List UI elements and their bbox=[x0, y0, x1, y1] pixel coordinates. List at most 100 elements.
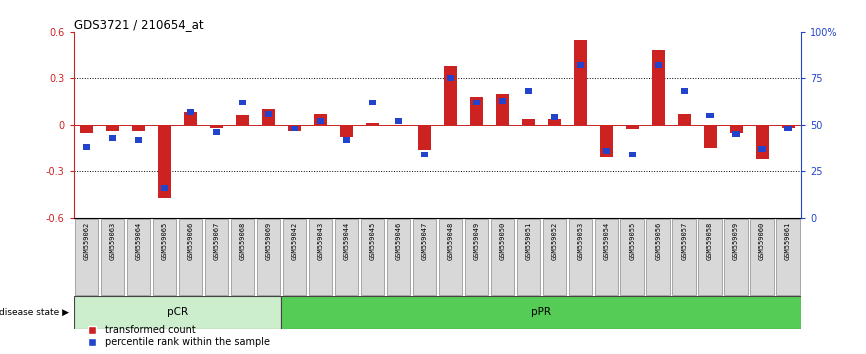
Text: GSM559056: GSM559056 bbox=[656, 222, 661, 260]
FancyBboxPatch shape bbox=[646, 219, 670, 295]
Bar bbox=[729, 125, 743, 132]
Text: GSM559062: GSM559062 bbox=[84, 222, 89, 260]
Bar bbox=[288, 125, 301, 131]
FancyBboxPatch shape bbox=[542, 219, 566, 295]
Bar bbox=[184, 113, 197, 125]
FancyBboxPatch shape bbox=[750, 219, 774, 295]
Text: GSM559063: GSM559063 bbox=[110, 222, 115, 260]
Bar bbox=[677, 114, 691, 125]
Bar bbox=[158, 125, 171, 198]
Bar bbox=[132, 125, 145, 131]
Bar bbox=[625, 125, 639, 130]
FancyBboxPatch shape bbox=[568, 219, 591, 295]
Legend: transformed count, percentile rank within the sample: transformed count, percentile rank withi… bbox=[79, 321, 274, 351]
FancyBboxPatch shape bbox=[516, 219, 540, 295]
Bar bbox=[83, 144, 90, 150]
Text: GSM559045: GSM559045 bbox=[370, 222, 375, 260]
FancyBboxPatch shape bbox=[256, 219, 281, 295]
Bar bbox=[759, 146, 766, 152]
Bar bbox=[74, 296, 281, 329]
FancyBboxPatch shape bbox=[699, 219, 722, 295]
Bar bbox=[187, 109, 194, 115]
Text: GSM559065: GSM559065 bbox=[162, 222, 167, 260]
Bar bbox=[447, 75, 454, 81]
FancyBboxPatch shape bbox=[776, 219, 800, 295]
Bar bbox=[391, 125, 405, 126]
Bar bbox=[418, 125, 431, 150]
Text: GSM559052: GSM559052 bbox=[552, 222, 557, 260]
Bar bbox=[733, 131, 740, 137]
Text: GSM559051: GSM559051 bbox=[526, 222, 531, 260]
Bar bbox=[473, 99, 480, 105]
Bar bbox=[236, 115, 249, 125]
Bar bbox=[395, 118, 402, 124]
Bar bbox=[421, 152, 428, 158]
Text: GSM559066: GSM559066 bbox=[188, 222, 193, 260]
Text: pPR: pPR bbox=[531, 307, 552, 318]
Bar bbox=[785, 126, 792, 131]
FancyBboxPatch shape bbox=[386, 219, 410, 295]
Bar bbox=[681, 88, 688, 94]
FancyBboxPatch shape bbox=[465, 219, 488, 295]
Text: GSM559048: GSM559048 bbox=[448, 222, 453, 260]
Bar bbox=[599, 125, 613, 157]
Bar bbox=[469, 97, 483, 125]
Bar bbox=[313, 114, 327, 125]
Bar bbox=[262, 109, 275, 125]
Text: disease state ▶: disease state ▶ bbox=[0, 308, 69, 317]
Bar bbox=[365, 123, 379, 125]
Bar bbox=[521, 119, 534, 125]
Bar bbox=[291, 126, 298, 131]
Text: GSM559058: GSM559058 bbox=[708, 222, 713, 260]
Text: GSM559044: GSM559044 bbox=[344, 222, 349, 260]
FancyBboxPatch shape bbox=[673, 219, 696, 295]
FancyBboxPatch shape bbox=[152, 219, 177, 295]
Bar bbox=[495, 94, 508, 125]
Bar bbox=[603, 148, 610, 154]
Bar bbox=[703, 125, 717, 148]
FancyBboxPatch shape bbox=[360, 219, 385, 295]
Text: GSM559069: GSM559069 bbox=[266, 222, 271, 260]
Text: GSM559059: GSM559059 bbox=[734, 222, 739, 260]
Text: GSM559055: GSM559055 bbox=[630, 222, 635, 260]
Text: GSM559054: GSM559054 bbox=[604, 222, 609, 260]
Text: GSM559043: GSM559043 bbox=[318, 222, 323, 260]
Text: GSM559053: GSM559053 bbox=[578, 222, 583, 260]
FancyBboxPatch shape bbox=[594, 219, 617, 295]
Text: GSM559064: GSM559064 bbox=[136, 222, 141, 260]
Bar bbox=[239, 99, 246, 105]
Text: GSM559060: GSM559060 bbox=[759, 222, 765, 260]
Bar bbox=[265, 111, 272, 116]
Bar bbox=[707, 113, 714, 119]
Bar bbox=[551, 114, 558, 120]
Bar bbox=[444, 66, 457, 125]
Text: GSM559047: GSM559047 bbox=[422, 222, 427, 260]
Bar bbox=[652, 51, 665, 125]
Bar bbox=[343, 137, 350, 143]
Text: GSM559057: GSM559057 bbox=[682, 222, 687, 260]
FancyBboxPatch shape bbox=[439, 219, 462, 295]
FancyBboxPatch shape bbox=[126, 219, 151, 295]
FancyBboxPatch shape bbox=[309, 219, 333, 295]
Bar bbox=[573, 40, 587, 125]
Bar bbox=[629, 152, 636, 158]
Text: pCR: pCR bbox=[167, 307, 188, 318]
Bar bbox=[317, 118, 324, 124]
Bar bbox=[109, 135, 116, 141]
FancyBboxPatch shape bbox=[230, 219, 255, 295]
FancyBboxPatch shape bbox=[204, 219, 229, 295]
Bar bbox=[210, 125, 223, 128]
Bar bbox=[80, 125, 93, 132]
FancyBboxPatch shape bbox=[282, 219, 307, 295]
Text: GSM559068: GSM559068 bbox=[240, 222, 245, 260]
FancyBboxPatch shape bbox=[620, 219, 643, 295]
Text: GSM559050: GSM559050 bbox=[500, 222, 505, 260]
Text: GSM559049: GSM559049 bbox=[474, 222, 479, 260]
Bar bbox=[525, 88, 532, 94]
Bar bbox=[655, 62, 662, 68]
FancyBboxPatch shape bbox=[100, 219, 125, 295]
FancyBboxPatch shape bbox=[725, 219, 748, 295]
FancyBboxPatch shape bbox=[179, 219, 203, 295]
FancyBboxPatch shape bbox=[490, 219, 514, 295]
Bar bbox=[577, 62, 584, 68]
